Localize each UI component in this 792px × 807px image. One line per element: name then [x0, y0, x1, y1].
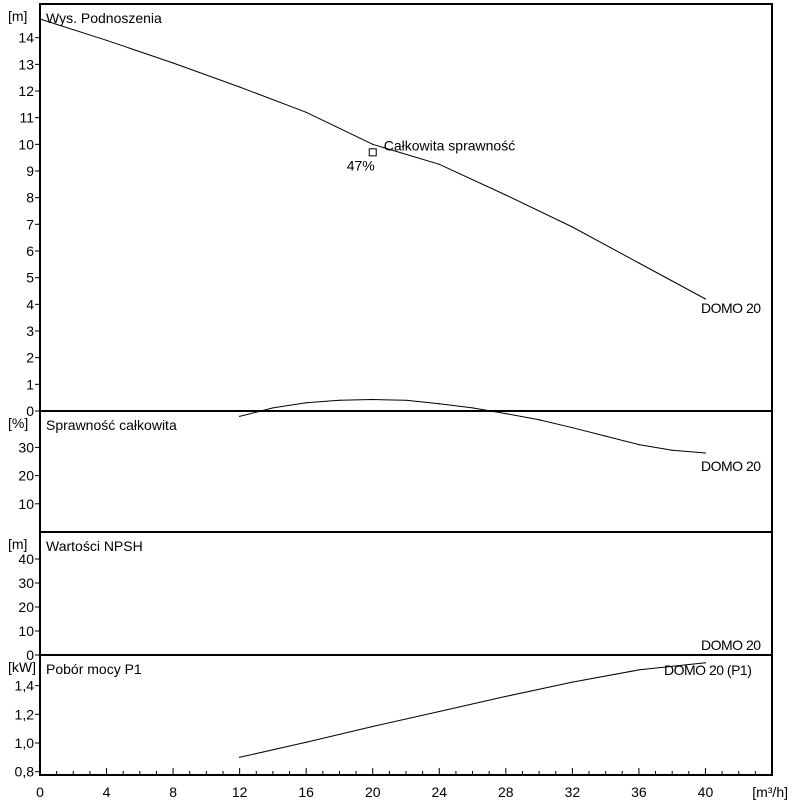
panel-title: Sprawność całkowita [46, 417, 177, 433]
panel-title: Wys. Podnoszenia [46, 10, 162, 26]
marker-label: Całkowita sprawność [384, 137, 516, 153]
panel-title: Pobór mocy P1 [46, 661, 142, 677]
data-point [239, 756, 241, 758]
data-point [638, 669, 640, 671]
operating-point-marker [368, 148, 377, 157]
y-tick-label: 1,4 [15, 678, 35, 694]
data-point [704, 452, 707, 454]
data-point [438, 163, 440, 165]
y-tick-label: 1 [26, 376, 34, 392]
panel-frame [39, 531, 773, 656]
series-label: DOMO 20 [701, 300, 761, 316]
y-tick-label: 10 [18, 136, 34, 152]
y-tick-label: 1,2 [15, 706, 35, 722]
y-unit-label: [m] [8, 8, 27, 24]
y-tick-label: 10 [18, 496, 34, 512]
data-point [505, 695, 507, 698]
panel-title: Wartości NPSH [46, 538, 143, 554]
y-tick-label: 9 [26, 163, 34, 179]
data-point [505, 194, 507, 196]
y-unit-label: [kW] [8, 659, 36, 675]
series-label: DOMO 20 [701, 458, 761, 474]
series-label: DOMO 20 (P1) [664, 662, 751, 678]
x-tick-label: 12 [232, 784, 248, 800]
x-tick-label: 0 [36, 784, 44, 800]
y-tick-label: 40 [18, 551, 34, 567]
y-tick-label: 30 [18, 439, 34, 455]
y-tick-label: 14 [18, 30, 34, 46]
y-tick-label: 5 [26, 270, 34, 286]
y-unit-label: [%] [8, 415, 28, 431]
series-line [239, 662, 706, 758]
data-point [438, 403, 440, 405]
data-point [305, 111, 307, 113]
x-tick-label: 36 [631, 784, 647, 800]
data-point [338, 399, 341, 401]
y-tick-label: 11 [19, 110, 34, 126]
panel-frame [39, 3, 773, 412]
x-tick-label: 20 [365, 784, 381, 800]
y-tick-label: 2 [26, 350, 34, 366]
data-point [239, 86, 241, 88]
y-tick-label: 1,0 [15, 735, 35, 751]
data-point [704, 298, 707, 300]
y-tick-label: 0 [26, 647, 34, 663]
data-point [172, 62, 174, 64]
data-point [605, 435, 607, 437]
data-point [372, 398, 374, 401]
data-point [571, 226, 573, 228]
data-point [372, 725, 374, 728]
x-tick-label: 40 [698, 784, 714, 800]
y-tick-label: 0 [26, 403, 34, 419]
y-tick-label: 8 [26, 190, 34, 206]
y-tick-label: 30 [18, 575, 34, 591]
y-tick-label: 0,8 [15, 764, 35, 780]
x-tick-label: 32 [565, 784, 581, 800]
data-point [305, 741, 307, 743]
data-point [438, 710, 440, 713]
x-tick-label: 4 [103, 784, 111, 800]
data-point [571, 427, 573, 429]
marker-value-label: 47% [347, 157, 375, 173]
data-point [471, 407, 474, 409]
x-tick-label: 28 [498, 784, 514, 800]
y-tick-label: 4 [26, 296, 34, 312]
y-tick-label: 6 [26, 243, 34, 259]
y-tick-label: 20 [18, 599, 34, 615]
x-tick-label: 8 [169, 784, 177, 800]
data-point [638, 443, 640, 446]
data-point [405, 399, 407, 401]
x-unit-label: [m³/h] [752, 784, 788, 800]
y-tick-label: 13 [18, 56, 34, 72]
data-point [538, 419, 540, 421]
y-tick-label: 12 [18, 83, 34, 99]
data-point [272, 407, 274, 409]
data-point [305, 402, 307, 404]
y-tick-label: 20 [18, 468, 34, 484]
data-point [571, 681, 573, 683]
y-unit-label: [m] [8, 536, 27, 552]
x-tick-label: 24 [431, 784, 447, 800]
data-point [505, 412, 507, 415]
data-point [239, 415, 241, 417]
data-point [372, 143, 374, 145]
data-point [638, 262, 640, 264]
series-label: DOMO 20 [701, 637, 761, 653]
x-tick-label: 16 [298, 784, 314, 800]
y-tick-label: 7 [26, 216, 34, 232]
y-tick-label: 10 [18, 623, 34, 639]
y-tick-label: 3 [26, 323, 34, 339]
data-point [704, 662, 707, 664]
panel-frame [39, 654, 773, 776]
data-point [671, 449, 673, 451]
data-point [39, 18, 41, 20]
data-point [105, 39, 108, 41]
